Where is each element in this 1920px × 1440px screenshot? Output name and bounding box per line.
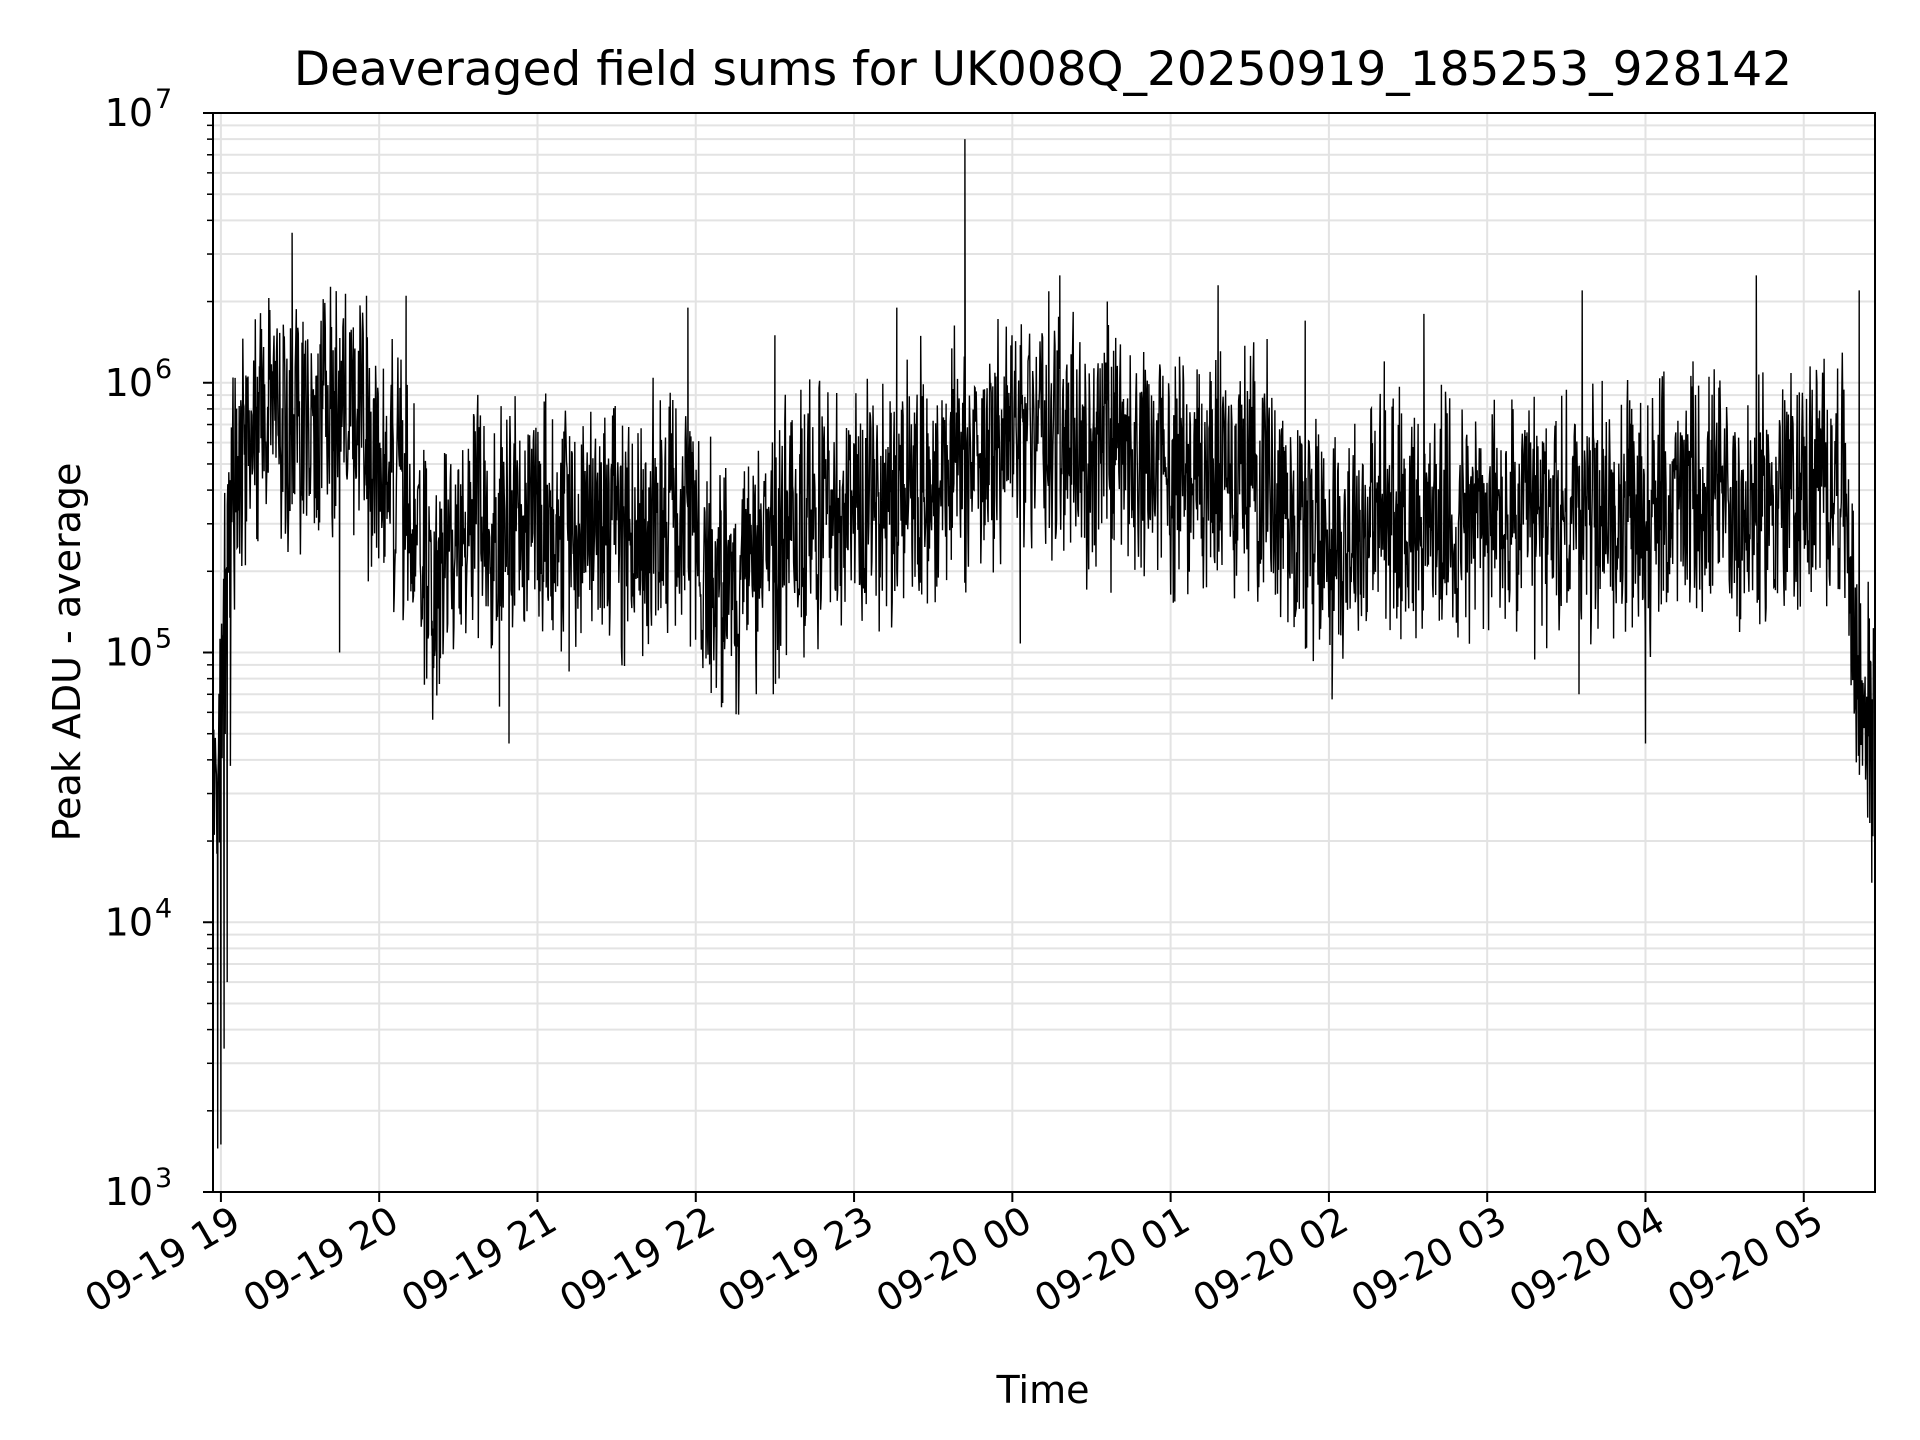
y-tick-base: 10 (105, 631, 153, 675)
y-tick-base: 10 (105, 91, 153, 135)
y-tick-exponent: 7 (155, 84, 172, 115)
x-axis-label: Time (996, 1368, 1090, 1412)
y-tick-base: 10 (105, 900, 153, 944)
y-tick-label: 10 (105, 631, 153, 675)
y-tick-label: 10 (105, 1170, 153, 1214)
y-tick-label: 10 (105, 91, 153, 135)
y-tick-exponent: 3 (155, 1163, 172, 1194)
y-axis-label: Peak ADU - average (45, 463, 89, 842)
y-tick-base: 10 (105, 1170, 153, 1214)
y-tick-label: 10 (105, 900, 153, 944)
y-tick-exponent: 5 (155, 624, 172, 655)
y-tick-exponent: 4 (155, 893, 172, 924)
series-layer (213, 139, 1875, 1149)
series-line (213, 139, 1875, 1149)
y-tick-label: 10 (105, 361, 153, 405)
y-tick-exponent: 6 (155, 354, 172, 385)
y-tick-base: 10 (105, 361, 153, 405)
chart-title: Deaveraged field sums for UK008Q_2025091… (294, 42, 1792, 97)
